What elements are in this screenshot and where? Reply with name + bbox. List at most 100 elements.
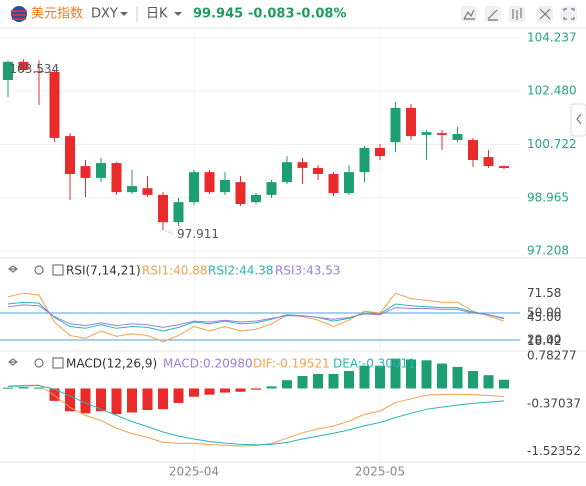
flag-icon <box>11 6 27 22</box>
macd-bar <box>204 388 215 395</box>
candle-body <box>328 173 339 194</box>
macd-bar <box>344 371 354 389</box>
y-tick-label: 0.78277 <box>527 349 577 363</box>
candle-body <box>65 136 75 174</box>
macd-bar <box>483 375 494 389</box>
indicator-line <box>7 384 505 447</box>
y-tick-label: 104.237 <box>527 31 577 45</box>
macd-bar <box>313 373 323 389</box>
tool-icon <box>539 8 551 20</box>
candle-body <box>313 167 323 174</box>
legend-entry: RSI3:43.53 <box>275 264 341 278</box>
candle-body <box>390 107 401 143</box>
y-tick-label: -0.37037 <box>527 396 581 410</box>
tool-icon <box>463 9 475 20</box>
candle-body <box>437 133 447 135</box>
macd-bar <box>111 388 122 415</box>
candle-body <box>127 186 137 193</box>
macd-bar <box>421 360 432 389</box>
candle-body <box>142 188 153 195</box>
macd-bar <box>437 363 447 389</box>
labels-layer: 2025-04 2025-05 104.237 102.480 100.722 98.96… <box>10 31 581 479</box>
candle-body <box>297 162 308 168</box>
legend-entry: MACD:0.20980 <box>163 357 253 371</box>
candle-body <box>18 61 29 71</box>
high-annotation: 103.534 <box>10 62 60 76</box>
macd-bar <box>375 365 385 389</box>
candle-body <box>49 71 60 138</box>
legend-entry: DIF:-0.19521 <box>253 357 330 371</box>
settings-icon[interactable] <box>34 265 44 275</box>
eye-icon[interactable] <box>8 358 18 366</box>
macd-bar <box>235 388 246 392</box>
rsi-title: RSI(7,14,21) <box>66 264 141 278</box>
candle-body <box>34 71 44 73</box>
macd-bar <box>173 388 184 403</box>
dropdown-arrow[interactable] <box>174 12 182 16</box>
indicator-line <box>7 385 505 446</box>
tool-button[interactable] <box>561 6 577 22</box>
candle-body <box>80 166 91 178</box>
indicator-line <box>7 292 505 343</box>
price-change: -0.083 <box>248 7 295 22</box>
dropdown-arrow[interactable] <box>120 12 128 16</box>
candle-body <box>468 140 478 161</box>
macd-bar <box>3 387 13 389</box>
candle-body <box>406 107 416 137</box>
candle-body <box>251 194 261 203</box>
y-tick-label: 100.722 <box>527 137 577 151</box>
price-change-pct: -0.08% <box>296 7 347 22</box>
flag-stripes <box>11 10 27 20</box>
macd-bar <box>220 388 230 393</box>
macd-bar <box>452 366 463 389</box>
indicator-line <box>7 304 505 328</box>
price: 99.945 <box>193 7 243 22</box>
macd-bar <box>34 387 44 389</box>
x-tick-label: 2025-05 <box>355 465 405 479</box>
x-tick-label: 2025-04 <box>169 465 219 479</box>
macd-bar <box>406 359 416 389</box>
candle-body <box>158 194 168 223</box>
macd-bar <box>127 388 137 413</box>
macd-bar <box>266 386 277 389</box>
tool-icon <box>512 8 522 20</box>
low-annotation: 97.911 <box>177 227 219 241</box>
indicator-line <box>7 301 505 332</box>
settings-icon[interactable] <box>34 358 44 368</box>
macd-bar <box>390 358 401 389</box>
eye-icon[interactable] <box>8 265 18 273</box>
close-icon[interactable] <box>52 264 64 276</box>
macd-bar <box>251 388 261 390</box>
candle-body <box>499 166 509 169</box>
candle-body <box>3 61 13 81</box>
macd-bar <box>158 388 168 410</box>
y-tick-label: 50.00 <box>527 306 561 320</box>
macd-bar <box>189 388 199 397</box>
macd-bar <box>96 388 106 412</box>
candle-body <box>96 163 106 178</box>
y-tick-label: 98.965 <box>527 190 569 204</box>
y-tick-label: 45.00 <box>527 310 561 324</box>
period[interactable]: 日K <box>146 7 168 22</box>
close-icon[interactable] <box>52 357 64 369</box>
candle-body <box>235 182 246 204</box>
candle-body <box>421 132 432 135</box>
y-tick-label: -1.52352 <box>527 444 581 458</box>
tool-icon <box>563 8 575 20</box>
macd-bar <box>282 380 292 389</box>
macd-bar <box>80 388 91 414</box>
macd-bar <box>499 379 509 389</box>
candle-body <box>375 147 385 157</box>
instrument-symbol[interactable]: DXY <box>91 7 118 22</box>
legend-entry: DEA:-0.30011 <box>333 357 416 371</box>
macd-bar <box>18 387 29 389</box>
macd-bar <box>328 373 339 389</box>
candle-body <box>359 147 370 173</box>
grid-layer <box>0 30 520 462</box>
candle-body <box>266 182 277 195</box>
instrument-name: 美元指数 <box>31 7 83 22</box>
tool-icon <box>487 9 498 21</box>
header: 美元指数 DXY 日K 99.945 -0.083 -0.08% <box>0 6 586 29</box>
legend-entry: RSI1:40.88 <box>142 264 208 278</box>
